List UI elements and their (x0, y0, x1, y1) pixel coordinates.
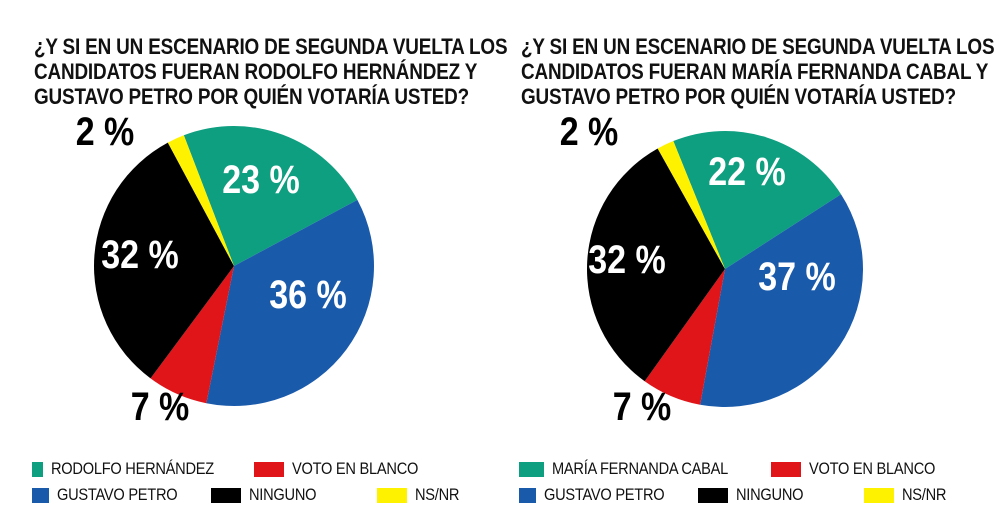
pie-chart: 23 % 36 % 7 % 32 % 2 % (76, 108, 375, 429)
data-label: 32 % (588, 236, 665, 281)
legend-item: NS/NR (377, 485, 466, 505)
pie-slice-rodolfo-hern-ndez (183, 126, 358, 266)
chart-title: ¿Y SI EN UN ESCENARIO DE SEGUNDA VUELTA … (521, 34, 995, 109)
pie-slice-ns-nr (657, 141, 725, 269)
data-label: 2 % (76, 108, 135, 153)
legend-label: VOTO EN BLANCO (292, 459, 419, 478)
legend-item: GUSTAVO PETRO (519, 485, 684, 505)
legend-label: NINGUNO (736, 485, 804, 504)
legend-row: RODOLFO HERNÁNDEZ VOTO EN BLANCO (32, 456, 480, 482)
data-label: 22 % (708, 148, 785, 193)
legend-label: GUSTAVO PETRO (57, 485, 178, 504)
pie-slice-ns-nr (167, 135, 234, 266)
data-label: 36 % (269, 271, 346, 316)
chart-left: ¿Y SI EN UN ESCENARIO DE SEGUNDA VUELTA … (32, 34, 508, 508)
title-line: CANDIDATOS FUERAN RODOLFO HERNÁNDEZ Y (34, 59, 478, 84)
pie-slice-mar-a-fernanda-cabal (673, 131, 841, 269)
data-label: 2 % (560, 108, 619, 153)
pie-chart: 22 % 37 % 7 % 32 % 2 % (560, 108, 863, 429)
data-label: 37 % (758, 253, 835, 298)
legend-row: GUSTAVO PETRO NINGUNO NS/NR (32, 482, 480, 508)
chart-title: ¿Y SI EN UN ESCENARIO DE SEGUNDA VUELTA … (34, 34, 508, 109)
legend-label: RODOLFO HERNÁNDEZ (50, 459, 214, 478)
data-label: 32 % (101, 231, 178, 276)
legend-item: NINGUNO (211, 485, 363, 505)
legend-item: VOTO EN BLANCO (771, 459, 956, 479)
legend-item: NS/NR (864, 485, 953, 505)
data-label: 7 % (131, 383, 190, 428)
title-line: ¿Y SI EN UN ESCENARIO DE SEGUNDA VUELTA … (521, 34, 995, 59)
legend-label: VOTO EN BLANCO (809, 459, 936, 478)
legend-row: MARÍA FERNANDA CABAL VOTO EN BLANCO (519, 456, 970, 482)
title-line: ¿Y SI EN UN ESCENARIO DE SEGUNDA VUELTA … (34, 34, 508, 59)
legend-swatch (519, 461, 545, 477)
legend-row: GUSTAVO PETRO NINGUNO NS/NR (519, 482, 970, 508)
pie-slice-voto-en-blanco (150, 266, 234, 404)
legend-swatch (377, 487, 407, 503)
legend-label: NINGUNO (249, 485, 317, 504)
legend-swatch (519, 487, 536, 503)
pie-slice-ninguno (586, 148, 725, 382)
title-line: GUSTAVO PETRO POR QUIÉN VOTARÍA USTED? (521, 84, 956, 109)
pie-slice-voto-en-blanco (644, 269, 725, 405)
legend-label: MARÍA FERNANDA CABAL (552, 459, 729, 478)
legend-item: NINGUNO (698, 485, 850, 505)
legend-swatch (864, 487, 894, 503)
legend-swatch (211, 487, 241, 503)
pie-slice-gustavo-petro (206, 199, 375, 406)
legend-swatch (698, 487, 728, 503)
legend-label: GUSTAVO PETRO (544, 485, 665, 504)
chart-right: ¿Y SI EN UN ESCENARIO DE SEGUNDA VUELTA … (487, 0, 995, 530)
legend-label: NS/NR (902, 485, 947, 504)
pie-slice-ninguno (93, 142, 234, 379)
legend-swatch (771, 461, 801, 477)
legend: RODOLFO HERNÁNDEZ VOTO EN BLANCO GUSTAVO P… (32, 456, 480, 508)
data-label: 7 % (613, 383, 672, 428)
title-line: CANDIDATOS FUERAN MARÍA FERNANDA CABAL Y (521, 59, 989, 84)
data-label: 23 % (222, 156, 299, 201)
pie-slice-gustavo-petro (700, 194, 863, 407)
legend-label: NS/NR (415, 485, 460, 504)
legend: MARÍA FERNANDA CABAL VOTO EN BLANCO GUSTAV… (519, 456, 970, 508)
legend-swatch (32, 487, 49, 503)
legend-item: GUSTAVO PETRO (32, 485, 197, 505)
title-line: GUSTAVO PETRO POR QUIÉN VOTARÍA USTED? (34, 84, 469, 109)
legend-swatch (32, 461, 43, 477)
legend-item: RODOLFO HERNÁNDEZ (32, 459, 240, 479)
legend-item: VOTO EN BLANCO (254, 459, 439, 479)
legend-item: MARÍA FERNANDA CABAL (519, 459, 757, 479)
legend-swatch (254, 461, 284, 477)
